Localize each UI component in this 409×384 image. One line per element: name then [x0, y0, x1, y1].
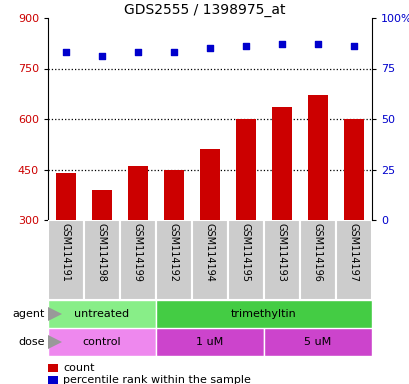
Bar: [343, 119, 363, 220]
Point: [242, 43, 249, 50]
Bar: [164, 169, 184, 220]
Bar: [56, 173, 76, 220]
Text: GSM114193: GSM114193: [276, 223, 286, 282]
Bar: [191, 220, 227, 300]
Bar: [307, 96, 327, 220]
Text: count: count: [63, 363, 94, 373]
Bar: [128, 166, 148, 220]
Text: 5 uM: 5 uM: [303, 337, 331, 347]
Text: dose: dose: [18, 337, 45, 347]
Text: control: control: [83, 337, 121, 347]
Text: 1 uM: 1 uM: [196, 337, 223, 347]
Point: [314, 41, 321, 47]
Bar: [236, 119, 255, 220]
Bar: [120, 220, 155, 300]
Text: percentile rank within the sample: percentile rank within the sample: [63, 375, 250, 384]
Text: untreated: untreated: [74, 309, 129, 319]
Text: GSM114196: GSM114196: [312, 223, 322, 282]
Point: [170, 49, 177, 55]
Text: GSM114195: GSM114195: [240, 223, 250, 282]
Text: GSM114191: GSM114191: [61, 223, 71, 282]
Bar: [335, 220, 371, 300]
Text: GSM114197: GSM114197: [348, 223, 358, 282]
Bar: [272, 107, 291, 220]
Bar: [227, 220, 263, 300]
Point: [63, 49, 69, 55]
Text: GSM114194: GSM114194: [204, 223, 214, 282]
Point: [135, 49, 141, 55]
Point: [350, 43, 356, 50]
Text: GSM114198: GSM114198: [97, 223, 107, 282]
Text: GSM114192: GSM114192: [169, 223, 179, 282]
Bar: [200, 149, 219, 220]
Text: GSM114199: GSM114199: [133, 223, 143, 282]
Point: [99, 53, 105, 60]
Bar: [155, 220, 191, 300]
Bar: [263, 328, 371, 356]
Text: agent: agent: [13, 309, 45, 319]
Bar: [84, 220, 120, 300]
Text: trimethyltin: trimethyltin: [231, 309, 296, 319]
Bar: [155, 328, 263, 356]
Point: [206, 45, 213, 51]
Bar: [92, 190, 112, 220]
Bar: [155, 300, 371, 328]
Bar: [299, 220, 335, 300]
Point: [278, 41, 285, 47]
Bar: [263, 220, 299, 300]
Bar: [48, 328, 155, 356]
Text: GDS2555 / 1398975_at: GDS2555 / 1398975_at: [124, 3, 285, 17]
Bar: [48, 300, 155, 328]
Bar: [48, 220, 84, 300]
